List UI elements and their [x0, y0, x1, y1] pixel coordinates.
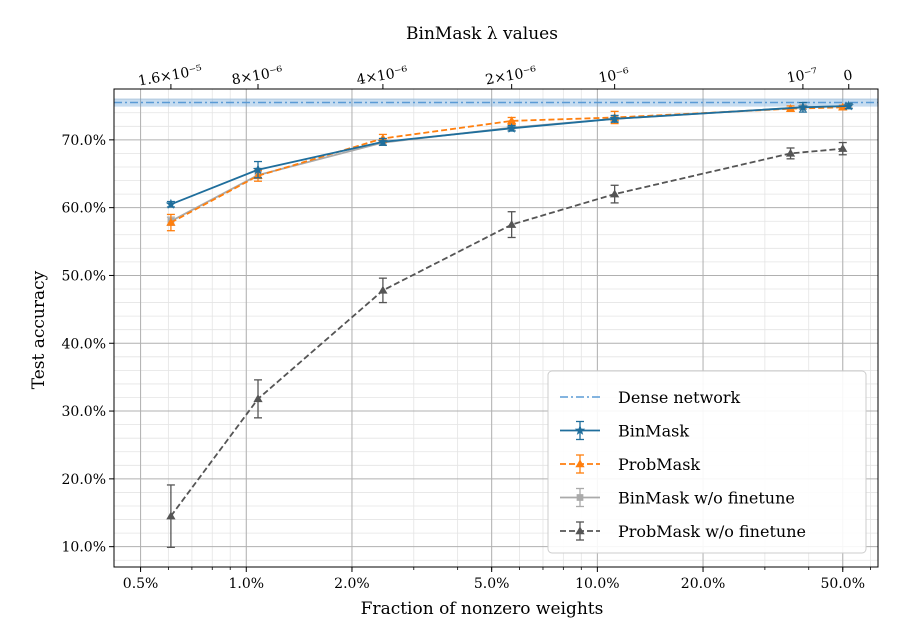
top-tick-label: 10⁻⁷ — [786, 65, 820, 86]
data-point — [253, 394, 263, 403]
legend-label: Dense network — [618, 388, 741, 407]
legend-entry: BinMask w/o finetune — [560, 487, 795, 508]
x-tick-label: 50.0% — [821, 576, 865, 592]
data-point — [575, 526, 585, 535]
x-tick-label: 5.0% — [474, 576, 510, 592]
legend-entry: ProbMask — [560, 454, 700, 474]
data-point — [166, 217, 176, 226]
top-tick-label: 2×10⁻⁶ — [484, 64, 538, 89]
legend-label: BinMask w/o finetune — [618, 489, 795, 508]
y-tick-label: 30.0% — [62, 404, 106, 420]
data-point — [797, 101, 809, 112]
data-point — [377, 136, 389, 147]
top-tick-label: 0 — [842, 67, 854, 84]
plot-frame — [113, 88, 879, 568]
dense-network-baseline — [114, 98, 878, 107]
data-point — [574, 425, 586, 435]
data-point — [378, 285, 388, 294]
legend-label: ProbMask — [618, 455, 700, 474]
data-point — [575, 459, 585, 468]
legend: Dense network BinMask ProbMask BinMask w/o … — [547, 370, 867, 554]
major-gridlines — [114, 89, 878, 567]
series-group — [165, 100, 854, 548]
legend-entry: Dense network — [560, 388, 741, 407]
y-tick-label: 70.0% — [62, 133, 106, 149]
legend-entry: BinMask — [560, 420, 689, 441]
x-tick-label: 1.0% — [228, 576, 264, 592]
data-point — [785, 148, 796, 157]
y-tick-label: 10.0% — [62, 540, 106, 556]
y-tick-labels: 10.0% 20.0% 30.0% 40.0% 50.0% 60.0% 70.0% — [62, 133, 106, 556]
x-tick-label: 2.0% — [334, 576, 370, 592]
x-tick-labels: 0.5% 1.0% 2.0% 5.0% 10.0% 20.0% 50.0% — [123, 576, 865, 592]
data-point — [838, 144, 848, 152]
data-point — [252, 164, 264, 175]
x-tick-label: 10.0% — [575, 576, 619, 592]
y-tick-label: 20.0% — [62, 472, 106, 488]
top-tick-labels: 1.6×10⁻⁵ 8×10⁻⁶ 4×10⁻⁶ 2×10⁻⁶ 10⁻⁶ 10⁻⁷ 0 — [137, 62, 854, 89]
legend-label: BinMask — [618, 422, 689, 441]
data-point — [507, 116, 517, 125]
series-probmask-w-o-finetune — [166, 141, 848, 548]
x-tick-label: 0.5% — [123, 576, 159, 592]
y-tick-label: 60.0% — [62, 201, 106, 217]
data-point — [610, 189, 620, 198]
top-tick-label: 10⁻⁶ — [597, 65, 631, 86]
y-tick-label: 50.0% — [62, 268, 106, 284]
data-point — [166, 511, 176, 520]
data-point — [506, 122, 517, 133]
legend-box — [547, 370, 867, 554]
x-axis-title: Fraction of nonzero weights — [361, 599, 604, 619]
data-point — [843, 100, 854, 111]
data-point — [165, 198, 177, 209]
data-point — [609, 113, 620, 124]
top-tick-label: 4×10⁻⁶ — [355, 64, 409, 89]
legend-entry: ProbMask w/o finetune — [560, 521, 806, 541]
tick-marks — [109, 84, 871, 572]
dense-network-band — [114, 98, 878, 107]
legend-label: ProbMask w/o finetune — [618, 522, 806, 541]
data-point — [507, 219, 517, 228]
data-point — [576, 494, 584, 501]
y-axis-title: Test accuracy — [29, 270, 49, 389]
top-axis-title: BinMask λ values — [406, 24, 558, 44]
top-tick-label: 8×10⁻⁶ — [231, 64, 285, 89]
x-tick-label: 20.0% — [681, 576, 725, 592]
top-tick-label: 1.6×10⁻⁵ — [137, 62, 204, 89]
y-tick-label: 40.0% — [62, 336, 106, 352]
series-binmask — [165, 100, 854, 209]
